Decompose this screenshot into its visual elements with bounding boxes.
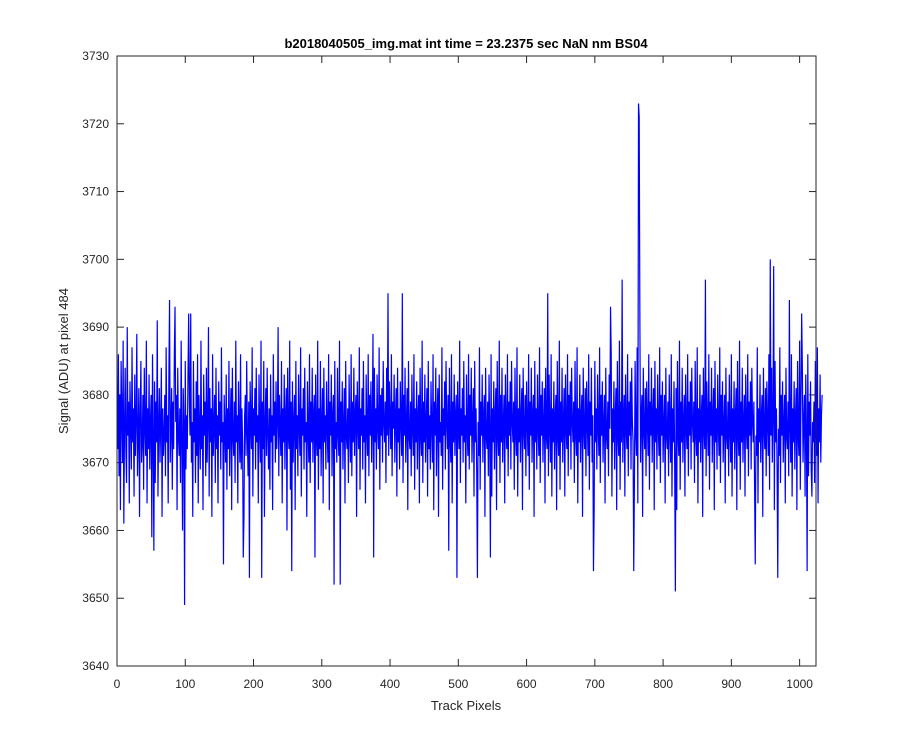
y-tick-label: 3650 bbox=[82, 591, 109, 605]
x-axis-label: Track Pixels bbox=[431, 698, 502, 713]
x-tick-label: 0 bbox=[114, 677, 121, 691]
plot-frame bbox=[116, 55, 817, 667]
y-tick-label: 3710 bbox=[82, 185, 109, 199]
plot-area bbox=[117, 56, 816, 666]
x-tick-label: 500 bbox=[448, 677, 468, 691]
x-tick-label: 800 bbox=[653, 677, 673, 691]
y-tick-label: 3700 bbox=[82, 252, 109, 266]
y-tick-label: 3730 bbox=[82, 49, 109, 63]
x-tick-label: 400 bbox=[380, 677, 400, 691]
series-line bbox=[117, 103, 823, 606]
chart-title: b2018040505_img.mat int time = 23.2375 s… bbox=[284, 36, 648, 51]
x-tick-label: 600 bbox=[517, 677, 537, 691]
x-tick-label: 900 bbox=[721, 677, 741, 691]
x-tick-label: 200 bbox=[244, 677, 264, 691]
y-tick-label: 3660 bbox=[82, 523, 109, 537]
y-tick-label: 3680 bbox=[82, 388, 109, 402]
x-tick-label: 700 bbox=[585, 677, 605, 691]
y-tick-label: 3690 bbox=[82, 320, 109, 334]
y-tick-label: 3640 bbox=[82, 659, 109, 673]
x-tick-label: 100 bbox=[175, 677, 195, 691]
y-tick-label: 3670 bbox=[82, 456, 109, 470]
x-tick-label: 300 bbox=[312, 677, 332, 691]
y-tick-label: 3720 bbox=[82, 117, 109, 131]
x-tick-label: 1000 bbox=[786, 677, 813, 691]
y-axis: 3640 3650 3660 3670 3680 3690 3700 3710 3720 3730 bbox=[82, 49, 816, 673]
x-axis: 0 100 200 300 400 500 600 700 800 900 1000 bbox=[114, 56, 813, 691]
y-axis-label: Signal (ADU) at pixel 484 bbox=[56, 288, 71, 434]
